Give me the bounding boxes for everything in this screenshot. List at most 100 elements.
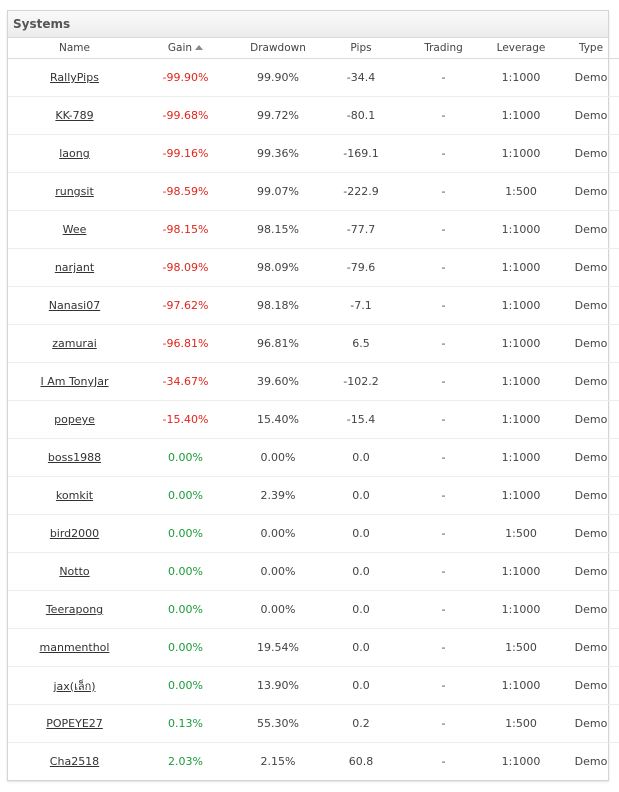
cell-name: komkit <box>8 476 141 515</box>
cell-pips: -15.4 <box>326 400 396 439</box>
system-link[interactable]: boss1988 <box>47 451 102 464</box>
cell-name: I Am TonyJar <box>8 362 141 401</box>
cell-gain: -15.40% <box>141 400 230 439</box>
column-header-pips[interactable]: Pips <box>326 38 396 59</box>
cell-gain: 0.00% <box>141 438 230 477</box>
table-row: KK-789 -99.68% 99.72% -80.1-1:1000 Demo <box>8 96 619 135</box>
cell-name: Notto <box>8 552 141 591</box>
cell-drawdown: 99.36% <box>230 134 326 173</box>
system-link[interactable]: I Am TonyJar <box>40 375 109 388</box>
cell-gain: -96.81% <box>141 324 230 363</box>
cell-type: Demo <box>551 476 619 515</box>
system-link[interactable]: RallyPips <box>50 71 99 84</box>
table-row: Nanasi07 -97.62% 98.18% -7.1-1:1000 Demo <box>8 286 619 325</box>
system-link[interactable]: bird2000 <box>49 527 100 540</box>
system-link[interactable]: rungsit <box>55 185 94 198</box>
cell-gain: -99.16% <box>141 134 230 173</box>
table-row: bird2000 0.00% 0.00% 0.0-1:500 Demo <box>8 514 619 553</box>
cell-type: Demo <box>551 248 619 287</box>
cell-leverage: 1:500 <box>491 628 551 667</box>
cell-drawdown: 13.90% <box>230 666 326 705</box>
cell-name: rungsit <box>8 172 141 211</box>
cell-trading: - <box>396 552 491 591</box>
column-header-gain[interactable]: Gain <box>141 38 230 59</box>
cell-trading: - <box>396 96 491 135</box>
cell-pips: 0.0 <box>326 628 396 667</box>
column-header-leverage[interactable]: Leverage <box>491 38 551 59</box>
cell-trading: - <box>396 362 491 401</box>
cell-trading: - <box>396 58 491 97</box>
cell-pips: 60.8 <box>348 755 374 768</box>
cell-pips: -77.7 <box>326 210 396 249</box>
cell-type: Demo <box>551 628 619 667</box>
cell-drawdown: 99.72% <box>230 96 326 135</box>
cell-gain: 2.03% <box>168 755 203 768</box>
cell-leverage: 1:1000 <box>491 666 551 705</box>
cell-type: Demo <box>551 362 619 401</box>
cell-pips: -222.9 <box>326 172 396 211</box>
table-row: Cha2518 2.03% 2.15% 60.8 - 1:1000 Demo <box>8 743 619 781</box>
cell-trading: - <box>396 324 491 363</box>
cell-drawdown: 2.39% <box>230 476 326 515</box>
cell-drawdown: 0.00% <box>230 590 326 629</box>
cell-leverage: 1:1000 <box>491 476 551 515</box>
cell-drawdown: 99.07% <box>230 172 326 211</box>
system-link[interactable]: manmenthol <box>39 641 110 654</box>
cell-pips: 0.0 <box>326 552 396 591</box>
system-link[interactable]: jax(เล็ก) <box>53 679 96 693</box>
cell-pips: 0.0 <box>326 438 396 477</box>
system-link[interactable]: Nanasi07 <box>48 299 101 312</box>
system-link[interactable]: POPEYE27 <box>46 717 103 730</box>
system-link[interactable]: komkit <box>55 489 94 502</box>
system-link[interactable]: narjant <box>54 261 95 274</box>
cell-name: Teerapong <box>8 590 141 629</box>
cell-pips: 0.2 <box>326 704 396 743</box>
cell-drawdown: 98.09% <box>230 248 326 287</box>
cell-gain: 0.00% <box>141 666 230 705</box>
cell-type: Demo <box>551 514 619 553</box>
cell-name: jax(เล็ก) <box>8 666 141 705</box>
cell-type: Demo <box>551 210 619 249</box>
cell-trading: - <box>396 134 491 173</box>
cell-leverage: 1:1000 <box>491 286 551 325</box>
cell-pips: -80.1 <box>326 96 396 135</box>
system-link[interactable]: Notto <box>59 565 90 578</box>
system-link[interactable]: Teerapong <box>45 603 104 616</box>
cell-gain: -97.62% <box>141 286 230 325</box>
system-link[interactable]: popeye <box>54 413 95 426</box>
cell-type: Demo <box>551 400 619 439</box>
cell-leverage: 1:1000 <box>491 96 551 135</box>
cell-type: Demo <box>551 590 619 629</box>
table-row: I Am TonyJar -34.67% 39.60% -102.2-1:1000 De… <box>8 362 619 401</box>
column-header-drawdown[interactable]: Drawdown <box>230 38 326 59</box>
cell-name: manmenthol <box>8 628 141 667</box>
cell-pips: 0.0 <box>326 590 396 629</box>
cell-type: Demo <box>551 172 619 211</box>
table-row: Wee -98.15% 98.15% -77.7-1:1000 Demo <box>8 210 619 249</box>
system-link[interactable]: Wee <box>62 223 87 236</box>
system-link[interactable]: KK-789 <box>55 109 94 122</box>
cell-pips: -79.6 <box>326 248 396 287</box>
cell-drawdown: 19.54% <box>230 628 326 667</box>
cell-type: Demo <box>551 96 619 135</box>
cell-pips: 0.0 <box>326 476 396 515</box>
cell-trading: - <box>396 704 491 743</box>
cell-leverage: 1:1000 <box>491 552 551 591</box>
table-row: manmenthol 0.00% 19.54% 0.0-1:500 Demo <box>8 628 619 667</box>
cell-trading: - <box>396 286 491 325</box>
table-row: zamurai -96.81% 96.81% 6.5-1:1000 Demo <box>8 324 619 363</box>
column-header-name[interactable]: Name <box>8 38 141 59</box>
column-header-type[interactable]: Type <box>551 38 619 59</box>
cell-gain: -99.68% <box>141 96 230 135</box>
system-link[interactable]: Cha2518 <box>49 755 100 768</box>
cell-name: narjant <box>8 248 141 287</box>
cell-trading: - <box>396 590 491 629</box>
cell-type: Demo <box>574 755 608 768</box>
system-link[interactable]: laong <box>59 147 90 160</box>
cell-trading: - <box>396 210 491 249</box>
cell-gain: -98.59% <box>141 172 230 211</box>
cell-name: laong <box>8 134 141 173</box>
column-header-trading[interactable]: Trading <box>396 38 491 59</box>
cell-gain: 0.00% <box>141 514 230 553</box>
system-link[interactable]: zamurai <box>52 337 97 350</box>
